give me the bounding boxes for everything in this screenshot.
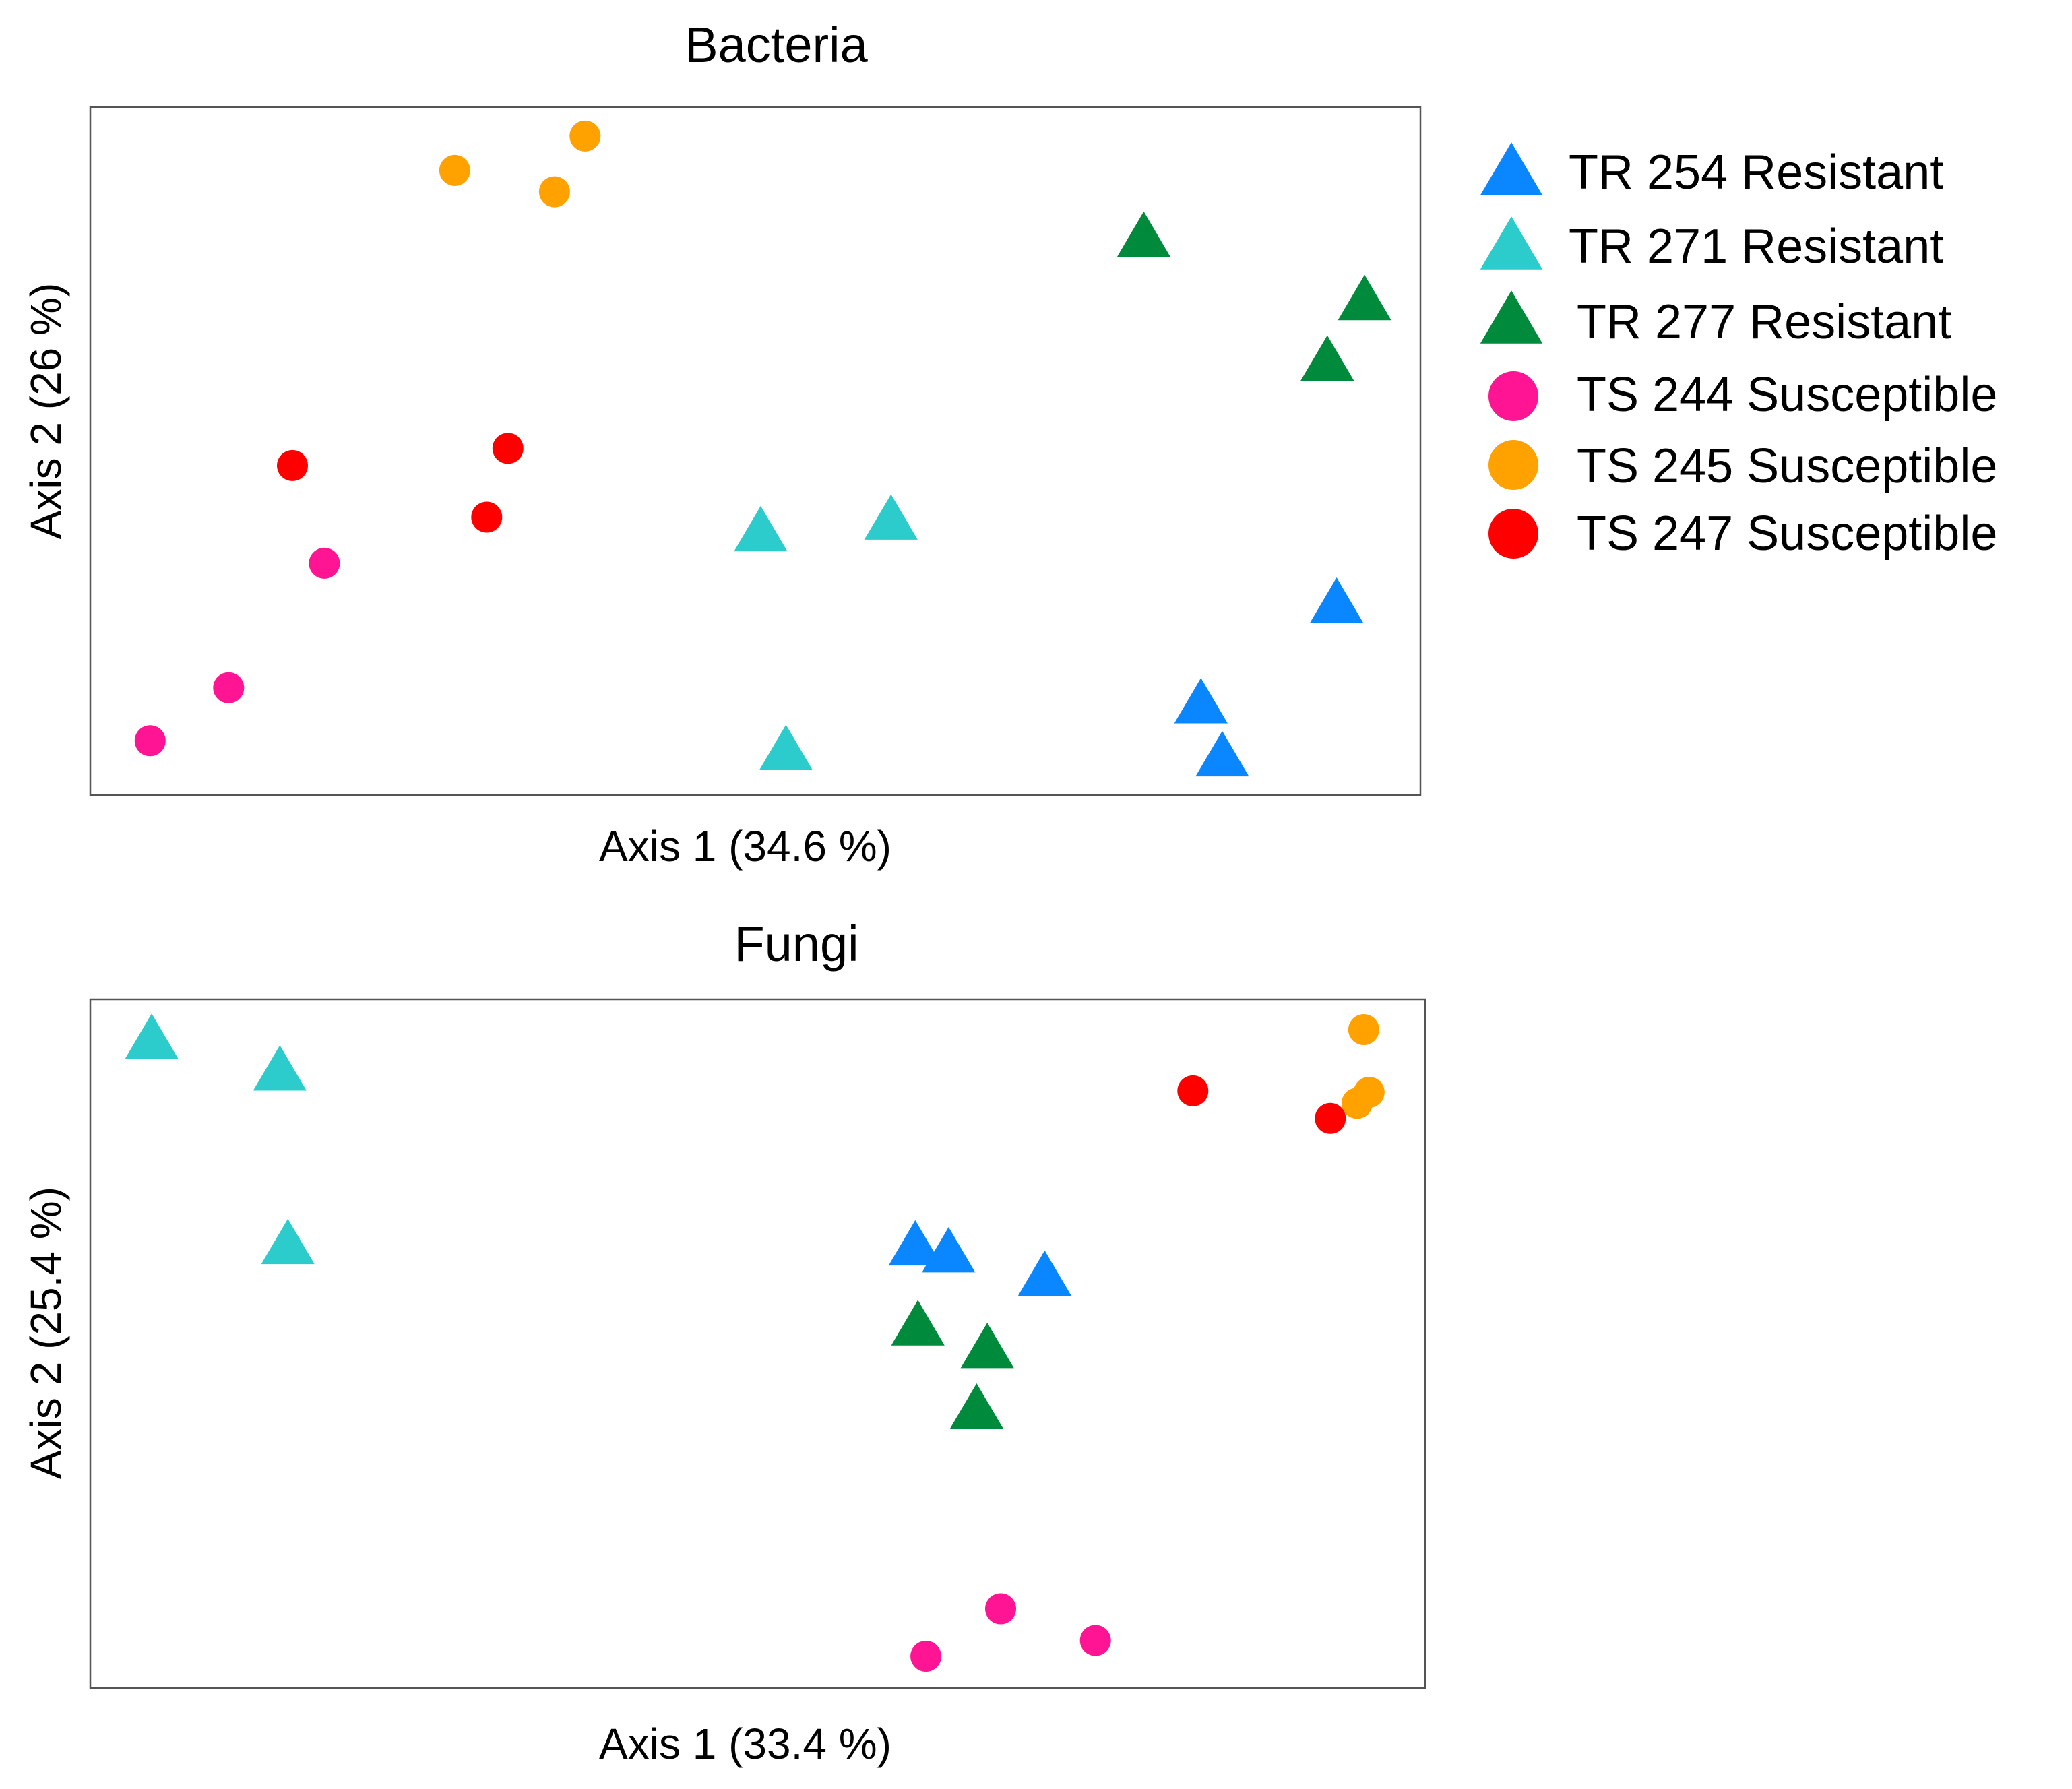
bacteria-points — [134, 120, 1391, 777]
legend-label: TR 271 Resistant — [1569, 220, 1943, 274]
bacteria-plot-area — [89, 106, 1422, 796]
bacteria-x-axis-label: Axis 1 (34.6 %) — [599, 822, 891, 871]
fungi-title: Fungi — [734, 916, 858, 972]
point-ts-244-susceptible — [134, 725, 166, 757]
bacteria-y-axis-label: Axis 2 (26 %) — [22, 283, 70, 540]
point-tr-277-resistant — [1338, 274, 1391, 321]
legend: TR 254 Resistant TR 271 Resistant TR 277… — [1480, 142, 1997, 561]
legend-triangle-icon — [1480, 142, 1543, 195]
point-ts-245-susceptible — [538, 176, 570, 208]
fungi-panel: Fungi Axis 1 (33.4 %) Axis 2 (25.4 %) — [22, 916, 1426, 1768]
point-tr-254-resistant — [1310, 577, 1364, 623]
point-tr-254-resistant — [1195, 730, 1249, 777]
point-ts-245-susceptible — [1348, 1014, 1379, 1045]
point-tr-271-resistant — [125, 1013, 179, 1059]
point-ts-247-susceptible — [471, 501, 503, 533]
legend-item: TR 254 Resistant — [1480, 142, 1943, 199]
point-ts-245-susceptible — [569, 120, 601, 152]
legend-triangle-icon — [1480, 290, 1543, 344]
point-tr-271-resistant — [759, 724, 813, 770]
point-tr-271-resistant — [261, 1218, 315, 1265]
point-tr-277-resistant — [1300, 335, 1354, 381]
legend-label: TR 277 Resistant — [1577, 295, 1951, 349]
fungi-x-axis-label: Axis 1 (33.4 %) — [599, 1720, 891, 1768]
point-ts-247-susceptible — [277, 449, 308, 481]
bacteria-title: Bacteria — [685, 17, 868, 73]
point-ts-244-susceptible — [1079, 1625, 1111, 1656]
legend-item: TR 277 Resistant — [1480, 290, 1951, 349]
fungi-plot-area — [89, 998, 1426, 1689]
point-tr-277-resistant — [949, 1383, 1003, 1429]
legend-item: TS 244 Susceptible — [1488, 368, 1997, 422]
legend-circle-icon — [1488, 440, 1538, 490]
point-ts-244-susceptible — [910, 1641, 942, 1672]
point-tr-254-resistant — [888, 1220, 942, 1266]
legend-item: TS 247 Susceptible — [1488, 507, 1997, 561]
point-tr-254-resistant — [1174, 678, 1228, 724]
legend-label: TR 254 Resistant — [1569, 146, 1943, 199]
bacteria-panel: Bacteria Axis 1 (34.6 %) Axis 2 (26 %) — [22, 17, 1422, 871]
point-tr-254-resistant — [1017, 1250, 1071, 1296]
legend-triangle-icon — [1480, 216, 1543, 270]
point-ts-247-susceptible — [1315, 1102, 1346, 1134]
point-tr-277-resistant — [960, 1323, 1014, 1369]
legend-label: TS 244 Susceptible — [1577, 368, 1997, 422]
legend-label: TS 245 Susceptible — [1577, 439, 1997, 493]
legend-item: TR 271 Resistant — [1480, 216, 1943, 274]
point-ts-245-susceptible — [439, 154, 470, 186]
legend-item: TS 245 Susceptible — [1488, 439, 1997, 493]
point-tr-271-resistant — [864, 494, 918, 540]
point-ts-244-susceptible — [309, 547, 340, 579]
point-tr-254-resistant — [922, 1227, 976, 1273]
point-tr-271-resistant — [253, 1045, 307, 1091]
point-tr-277-resistant — [891, 1300, 945, 1346]
legend-label: TS 247 Susceptible — [1577, 507, 1997, 561]
point-ts-245-susceptible — [1342, 1088, 1373, 1119]
point-tr-271-resistant — [734, 505, 788, 552]
point-ts-247-susceptible — [1177, 1075, 1209, 1106]
fungi-points — [125, 1013, 1385, 1672]
fungi-y-axis-label: Axis 2 (25.4 %) — [22, 1187, 70, 1479]
point-ts-244-susceptible — [985, 1593, 1016, 1625]
point-ts-247-susceptible — [492, 433, 524, 464]
point-tr-277-resistant — [1117, 211, 1170, 257]
point-ts-244-susceptible — [213, 672, 245, 703]
legend-circle-icon — [1488, 371, 1538, 421]
legend-circle-icon — [1488, 509, 1538, 559]
